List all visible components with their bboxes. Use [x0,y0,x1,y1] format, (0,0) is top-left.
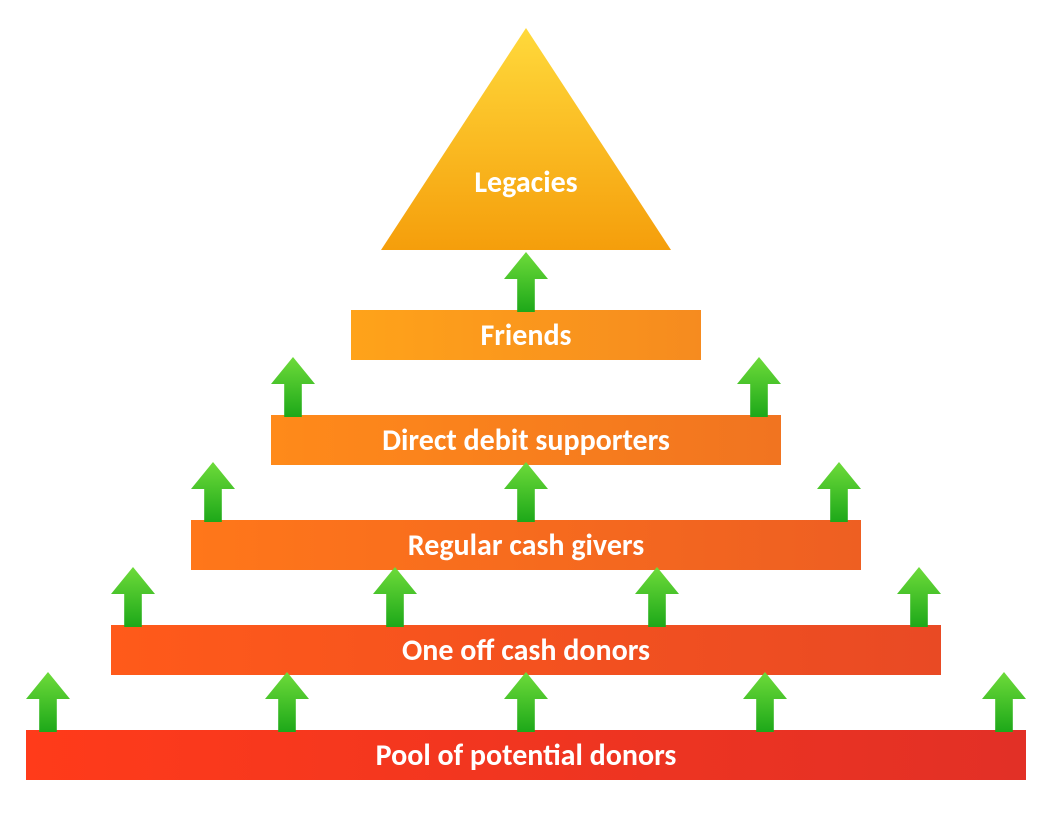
level-direct-debit-supporters: Direct debit supporters [271,415,781,465]
up-arrow-icon [504,462,548,522]
up-arrow-icon [897,567,941,627]
up-arrow-icon [635,567,679,627]
level-friends-label: Friends [480,317,571,354]
level-friends: Friends [351,310,701,360]
up-arrow-icon [504,672,548,732]
up-arrow-icon [743,672,787,732]
level-pool-of-potential-donors: Pool of potential donors [26,730,1026,780]
level-dds-label: Direct debit supporters [382,422,670,459]
level-pool-label: Pool of potential donors [376,737,677,774]
up-arrow-icon [265,672,309,732]
up-arrow-icon [504,252,548,312]
up-arrow-icon [373,567,417,627]
up-arrow-icon [271,357,315,417]
level-regular-cash-givers: Regular cash givers [191,520,861,570]
up-arrow-icon [982,672,1026,732]
apex-triangle: Legacies [381,28,671,250]
up-arrow-icon [26,672,70,732]
donor-pyramid-diagram: Legacies Friends Direct debit supporters… [0,0,1053,823]
up-arrow-icon [817,462,861,522]
up-arrow-icon [737,357,781,417]
level-oocd-label: One off cash donors [402,632,650,669]
level-rcg-label: Regular cash givers [408,527,644,564]
apex-label: Legacies [381,164,671,201]
level-one-off-cash-donors: One off cash donors [111,625,941,675]
up-arrow-icon [111,567,155,627]
up-arrow-icon [191,462,235,522]
